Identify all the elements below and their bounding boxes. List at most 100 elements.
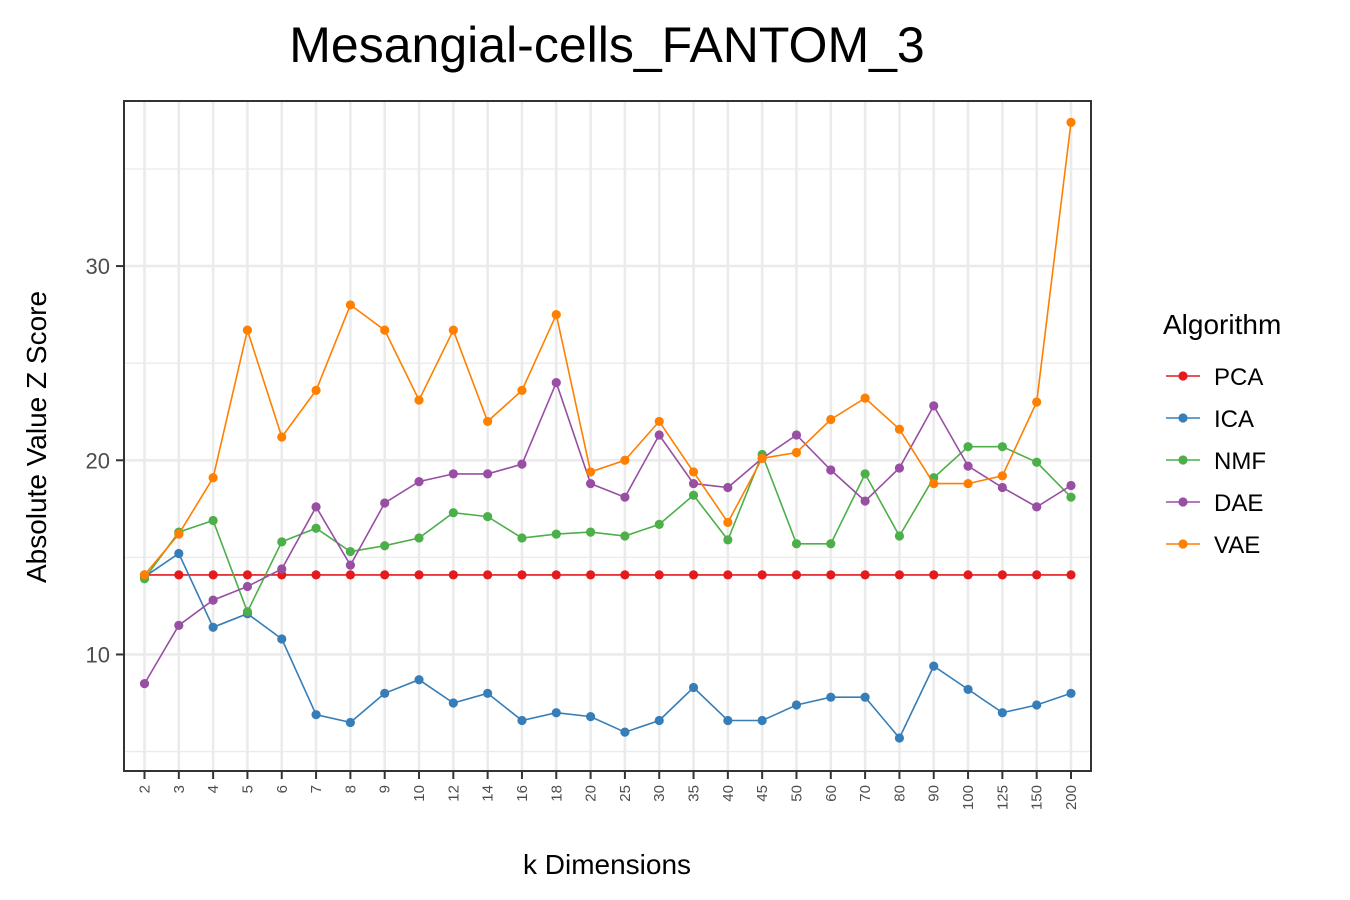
data-point-vae [1032,397,1042,407]
legend-title: Algorithm [1163,309,1281,340]
data-point-dae [311,502,321,512]
data-point-nmf [894,531,905,541]
data-point-pca [551,570,561,580]
data-point-vae [414,395,424,405]
data-point-pca [860,570,870,580]
data-point-pca [894,570,905,580]
data-point-dae [1066,480,1076,491]
data-point-dae [860,496,870,506]
data-point-ica [997,708,1007,718]
x-tick-label: 25 [617,785,634,802]
data-point-vae [139,570,150,580]
data-point-pca [791,570,802,580]
data-point-vae [620,455,630,465]
data-point-ica [448,698,458,708]
data-point-nmf [723,535,733,545]
legend-label-pca: PCA [1214,364,1263,391]
data-point-vae [963,478,973,489]
data-point-nmf [380,541,390,551]
legend-key-point-nmf [1178,455,1188,465]
data-point-pca [311,570,321,580]
data-point-ica [654,715,664,726]
data-point-nmf [1066,492,1076,502]
data-point-pca [483,570,493,580]
legend-key-point-vae [1178,539,1188,549]
data-point-pca [448,570,458,580]
legend-key-point-pca [1178,371,1188,381]
data-point-ica [208,622,218,632]
data-point-nmf [1032,457,1042,467]
data-point-pca [174,570,184,580]
data-point-pca [1066,570,1076,580]
data-point-dae [414,477,424,487]
data-point-dae [997,482,1007,493]
x-tick-label: 70 [857,785,874,802]
data-point-dae [277,564,287,574]
data-point-dae [585,478,596,489]
x-tick-label: 150 [1029,785,1046,810]
data-point-nmf [517,533,527,543]
data-point-pca [929,570,939,580]
data-point-nmf [208,515,218,526]
data-point-pca [380,570,390,580]
data-point-ica [517,715,527,726]
data-point-dae [380,498,390,508]
x-tick-label: 30 [651,785,668,802]
data-point-nmf [483,511,493,522]
data-point-ica [483,688,493,698]
data-point-pca [242,570,253,580]
data-point-ica [1032,700,1042,710]
data-point-nmf [860,469,870,479]
data-point-ica [277,634,287,644]
x-tick-label: 2 [137,785,154,793]
data-point-nmf [585,527,596,537]
data-point-dae [688,478,699,489]
data-point-dae [517,459,527,469]
y-tick-label: 20 [86,448,110,473]
data-point-vae [1066,117,1076,127]
data-point-nmf [551,529,561,539]
data-point-ica [826,692,836,702]
data-point-nmf [620,531,630,541]
data-point-ica [963,684,973,695]
y-tick-label: 30 [86,254,110,279]
legend-label-ica: ICA [1214,406,1254,433]
data-point-dae [551,377,561,388]
y-tick-label: 10 [86,642,110,667]
data-point-ica [551,708,561,718]
data-point-dae [620,492,630,502]
data-point-pca [345,570,355,580]
data-point-vae [483,416,493,427]
chart-title: Mesangial-cells_FANTOM_3 [289,17,924,73]
data-point-vae [380,325,390,335]
data-point-ica [311,710,321,720]
data-point-pca [826,570,836,580]
data-point-nmf [791,539,802,549]
data-point-vae [345,300,355,310]
grid-major [124,101,1091,771]
data-point-nmf [242,607,253,617]
x-tick-label: 3 [171,785,188,793]
data-point-ica [894,733,905,743]
data-point-dae [242,581,253,592]
data-point-ica [414,675,424,685]
data-point-vae [654,416,664,427]
data-point-vae [311,385,321,395]
data-point-pca [723,570,733,580]
data-point-vae [894,424,905,434]
data-point-ica [380,688,390,698]
data-point-vae [757,453,767,463]
data-point-dae [483,469,493,479]
y-axis: 10 20 30 [86,254,124,667]
x-tick-label: 5 [239,785,256,793]
data-point-vae [860,393,870,403]
data-point-dae [654,430,664,440]
data-point-nmf [311,523,321,533]
y-axis-title: Absolute Value Z Score [21,291,52,583]
data-point-nmf [688,490,699,500]
x-tick-label: 20 [583,785,600,802]
series-line-ica [144,552,1072,740]
legend: Algorithm PCA ICA NMF DAE VAE [1163,309,1281,559]
data-point-pca [620,570,630,580]
x-tick-label: 12 [445,785,462,802]
